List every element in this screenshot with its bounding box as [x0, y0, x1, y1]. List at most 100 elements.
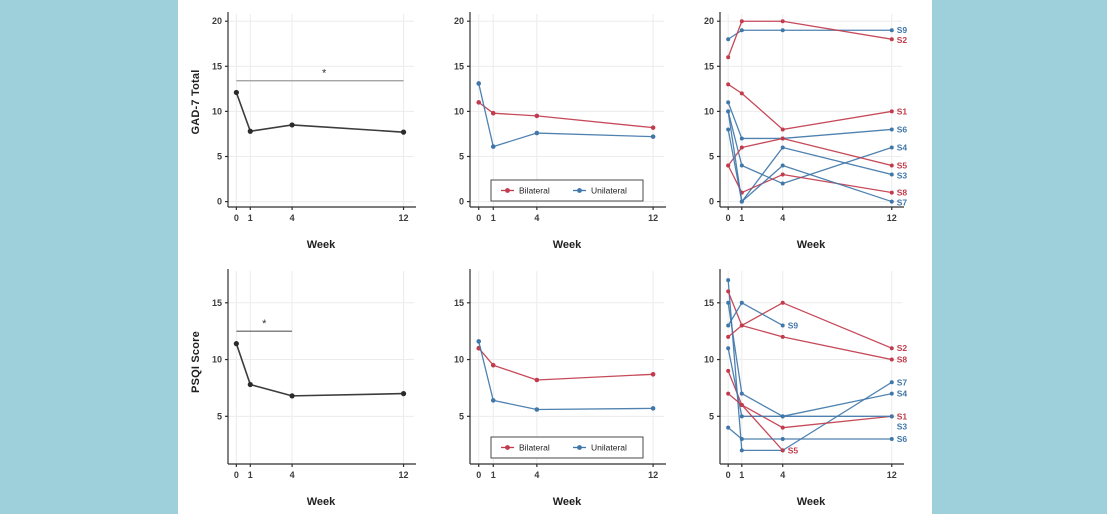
x-tick-label: 0 [476, 470, 481, 480]
y-tick-label: 10 [704, 106, 714, 116]
series-s2 [726, 289, 894, 351]
y-tick-label: 20 [454, 16, 464, 26]
data-point [780, 19, 785, 24]
data-point [726, 163, 731, 168]
y-tick-label: 0 [709, 197, 714, 207]
x-tick-label: 0 [726, 470, 731, 480]
data-point [726, 100, 731, 105]
data-point [889, 391, 894, 396]
subject-label: S6 [897, 124, 908, 134]
series-s9 [726, 28, 894, 42]
figure-panel: GAD-7 Total PSQI Score * 0 5 10 15 20 0 1 4 12 Wee… [178, 0, 932, 514]
y-tick-label: 20 [704, 16, 714, 26]
y-tick-label: 15 [212, 61, 222, 71]
data-point [247, 381, 253, 388]
data-point [650, 134, 656, 139]
y-tick-label: 20 [212, 16, 222, 26]
data-point [780, 28, 785, 33]
series-bilateral [476, 345, 656, 383]
data-point [726, 278, 731, 283]
data-point [780, 300, 785, 305]
chart-gad7-individuals: S9 S2 S1 S6 S4 S5 S3 S8 S7 0 5 10 15 20 0 1 4 12 Week [680, 0, 932, 257]
data-point [726, 391, 731, 396]
data-point [780, 172, 785, 177]
x-tick-label: 12 [648, 470, 658, 480]
y-tick-label: 15 [704, 298, 714, 308]
data-point [780, 334, 785, 339]
data-point [889, 190, 894, 195]
x-tick-label: 4 [534, 213, 539, 223]
subject-label: S5 [897, 161, 908, 171]
data-point [889, 199, 894, 204]
significance-bar: * [236, 68, 404, 82]
data-point [726, 289, 731, 294]
subject-label: S4 [897, 142, 908, 152]
y-tick-label: 10 [212, 355, 222, 365]
subject-label: S2 [897, 35, 908, 45]
data-point [739, 437, 744, 442]
data-point [726, 323, 731, 328]
data-point [650, 125, 656, 130]
legend: Bilateral Unilateral [490, 179, 644, 202]
y-tick-label: 0 [217, 197, 222, 207]
data-point [889, 28, 894, 33]
y-tick-label: 5 [709, 411, 714, 421]
y-tick-label: 10 [454, 106, 464, 116]
data-point [889, 37, 894, 42]
data-point [889, 414, 894, 419]
data-point [889, 163, 894, 168]
y-tick-label: 5 [217, 151, 222, 161]
data-point [739, 300, 744, 305]
x-tick-label: 0 [476, 213, 481, 223]
data-point [726, 334, 731, 339]
series-s3 [726, 346, 894, 419]
subject-label: S1 [897, 411, 908, 421]
significance-star: * [262, 318, 267, 330]
series-s9 [726, 300, 785, 328]
chart-psqi-overall: * 5 10 15 0 1 4 12 Week [178, 257, 430, 514]
legend-glyph-point [577, 445, 582, 450]
x-tick-label: 1 [248, 470, 253, 480]
series-unilateral [476, 339, 656, 412]
chart-gad7-groups: 0 5 10 15 20 0 1 4 12 Week Bilateral Unilateral [430, 0, 680, 257]
x-axis-title: Week [307, 496, 336, 508]
data-point [739, 28, 744, 33]
data-point [726, 109, 731, 114]
axes: 5 10 15 0 1 4 12 [212, 269, 416, 480]
data-point [739, 402, 744, 407]
data-point [889, 145, 894, 150]
data-point [726, 55, 731, 60]
y-tick-label: 15 [454, 298, 464, 308]
y-tick-label: 5 [459, 151, 464, 161]
axes: 5 10 15 0 1 4 12 [704, 269, 904, 480]
x-tick-label: 4 [780, 470, 785, 480]
gridlines [228, 14, 414, 207]
legend-glyph-point [577, 188, 582, 193]
data-point [889, 346, 894, 351]
series-s2 [726, 19, 894, 60]
data-point [780, 163, 785, 168]
x-tick-label: 1 [739, 470, 744, 480]
data-point [726, 425, 731, 430]
gridlines [228, 271, 414, 464]
series-s7 [726, 109, 894, 204]
y-tick-label: 5 [709, 151, 714, 161]
legend-glyph-point [505, 188, 510, 193]
x-tick-label: 1 [739, 213, 744, 223]
y-tick-label: 5 [217, 411, 222, 421]
subject-label: S7 [897, 377, 908, 387]
data-point [739, 199, 744, 204]
x-tick-label: 12 [399, 470, 409, 480]
gridlines [470, 271, 664, 464]
series-s7 [726, 278, 894, 453]
data-point [780, 425, 785, 430]
series-overall-mean [233, 89, 407, 135]
x-tick-label: 4 [290, 213, 295, 223]
subject-label: S3 [897, 171, 908, 181]
data-point [780, 145, 785, 150]
x-tick-label: 12 [648, 213, 658, 223]
